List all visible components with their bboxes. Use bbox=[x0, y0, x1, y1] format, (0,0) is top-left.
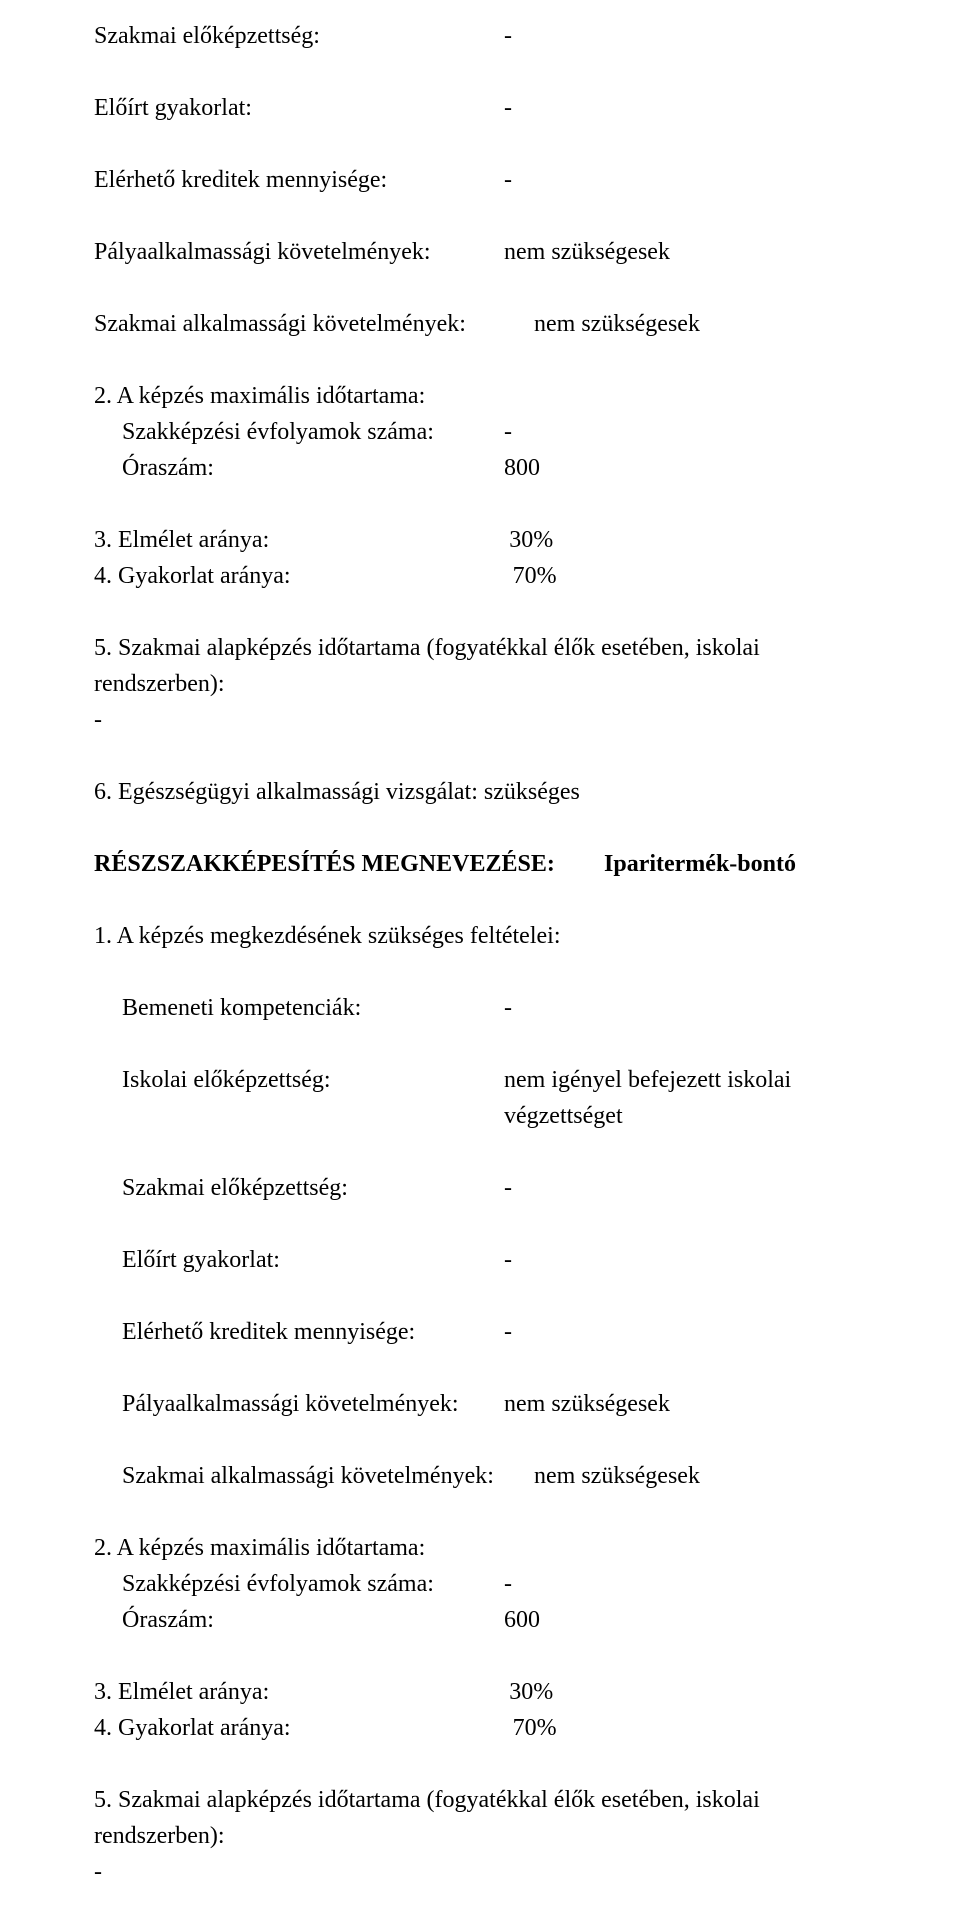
row-elerheto-kreditek-2: Elérhető kreditek mennyisége: - bbox=[122, 1314, 866, 1350]
label: Elérhető kreditek mennyisége: bbox=[94, 162, 504, 198]
label: Óraszám: bbox=[122, 450, 504, 486]
label: Szakmai előképzettség: bbox=[94, 18, 504, 54]
point-2-kepes-idotartama: 2. A képzés maximális időtartama: Szakké… bbox=[94, 378, 866, 486]
label: Óraszám: bbox=[122, 1602, 504, 1638]
heading-label: RÉSZSZAKKÉPESÍTÉS MEGNEVEZÉSE: bbox=[94, 846, 604, 882]
point-1-feltetelek: 1. A képzés megkezdésének szükséges felt… bbox=[94, 918, 866, 954]
label: Pályaalkalmassági követelmények: bbox=[122, 1386, 504, 1422]
value: nem igényel befejezett iskolai végzettsé… bbox=[504, 1062, 866, 1134]
point-3-elmelet: 3. Elmélet aránya: 30% bbox=[94, 522, 866, 558]
row-palyaalkalmassagi: Pályaalkalmassági követelmények: nem szü… bbox=[94, 234, 866, 270]
row-palyaalkalmassagi-2: Pályaalkalmassági követelmények: nem szü… bbox=[122, 1386, 866, 1422]
value: nem szükségesek bbox=[504, 1386, 866, 1422]
row-szakmai-elokepzettseg-2: Szakmai előképzettség: - bbox=[122, 1170, 866, 1206]
point-4b-gyakorlat: 4. Gyakorlat aránya: 70% bbox=[94, 1710, 866, 1746]
value: - bbox=[504, 1314, 866, 1350]
row-elerheto-kreditek: Elérhető kreditek mennyisége: - bbox=[94, 162, 866, 198]
value: - bbox=[504, 162, 866, 198]
point-5-text: 5. Szakmai alapképzés időtartama (fogyat… bbox=[94, 630, 866, 702]
point-5b-value: - bbox=[94, 1854, 866, 1890]
value: 800 bbox=[504, 450, 866, 486]
label: Szakmai alkalmassági követelmények: bbox=[122, 1458, 534, 1494]
label: Pályaalkalmassági követelmények: bbox=[94, 234, 504, 270]
label: Bemeneti kompetenciák: bbox=[122, 990, 504, 1026]
point-4-gyakorlat: 4. Gyakorlat aránya: 70% bbox=[94, 558, 866, 594]
value: nem szükségesek bbox=[534, 306, 866, 342]
value: nem szükségesek bbox=[534, 1458, 866, 1494]
point-2b-title: 2. A képzés maximális időtartama: bbox=[94, 1530, 866, 1566]
point-5b-text: 5. Szakmai alapképzés időtartama (fogyat… bbox=[94, 1782, 866, 1854]
label: Elérhető kreditek mennyisége: bbox=[122, 1314, 504, 1350]
row-eloirt-gyakorlat-2: Előírt gyakorlat: - bbox=[122, 1242, 866, 1278]
point-5b-alapkepzes: 5. Szakmai alapképzés időtartama (fogyat… bbox=[94, 1782, 866, 1890]
row-eloirt-gyakorlat: Előírt gyakorlat: - bbox=[94, 90, 866, 126]
point-6-egeszsegugyi: 6. Egészségügyi alkalmassági vizsgálat: … bbox=[94, 774, 866, 810]
label: Szakmai alkalmassági követelmények: bbox=[94, 306, 534, 342]
label: Előírt gyakorlat: bbox=[122, 1242, 504, 1278]
heading-value: Iparitermék-bontó bbox=[604, 846, 866, 882]
point-5-value: - bbox=[94, 702, 866, 738]
point-2-title: 2. A képzés maximális időtartama: bbox=[94, 378, 866, 414]
row-szakmai-elokepzettseg: Szakmai előképzettség: - bbox=[94, 18, 866, 54]
value: 600 bbox=[504, 1602, 866, 1638]
label: Szakképzési évfolyamok száma: bbox=[122, 1566, 504, 1602]
value: nem szükségesek bbox=[504, 234, 866, 270]
value: - bbox=[504, 990, 866, 1026]
label: Szakmai előképzettség: bbox=[122, 1170, 504, 1206]
row-szakmai-alkalmassagi-2: Szakmai alkalmassági követelmények: nem … bbox=[122, 1458, 866, 1494]
value: - bbox=[504, 1242, 866, 1278]
value: - bbox=[504, 414, 866, 450]
row-bemeneti-kompetenciak: Bemeneti kompetenciák: - bbox=[122, 990, 866, 1026]
value: - bbox=[504, 90, 866, 126]
value: - bbox=[504, 18, 866, 54]
point-2b-kepes-idotartama: 2. A képzés maximális időtartama: Szakké… bbox=[94, 1530, 866, 1638]
value: - bbox=[504, 1170, 866, 1206]
row-iskolai-elokepzettseg: Iskolai előképzettség: nem igényel befej… bbox=[122, 1062, 866, 1134]
point-5-alapkepzes: 5. Szakmai alapképzés időtartama (fogyat… bbox=[94, 630, 866, 738]
label: Előírt gyakorlat: bbox=[94, 90, 504, 126]
label: Iskolai előképzettség: bbox=[122, 1062, 504, 1134]
value: - bbox=[504, 1566, 866, 1602]
label: Szakképzési évfolyamok száma: bbox=[122, 414, 504, 450]
row-szakmai-alkalmassagi: Szakmai alkalmassági követelmények: nem … bbox=[94, 306, 866, 342]
section-heading: RÉSZSZAKKÉPESÍTÉS MEGNEVEZÉSE: Ipariterm… bbox=[94, 846, 866, 882]
point-3b-elmelet: 3. Elmélet aránya: 30% bbox=[94, 1674, 866, 1710]
